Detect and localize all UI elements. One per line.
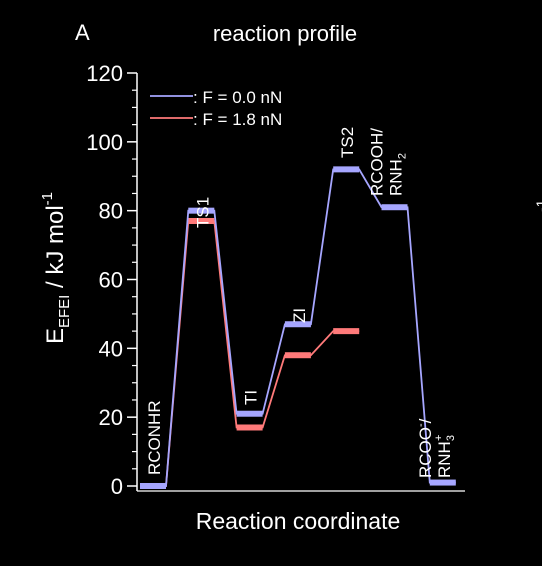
state-label: TI [242,390,261,405]
level-bar [284,352,311,359]
y-tick-label: 40 [99,336,123,361]
series-f-0-0 [140,166,456,489]
level-bar [188,207,215,214]
series-f-1-8 [140,217,360,489]
stray-mark: -1 [533,199,542,212]
level-bar [236,410,263,417]
y-axis-label: EEFEI / kJ mol-1 [39,192,73,344]
series-line [140,168,456,487]
x-axis-label: Reaction coordinate [196,508,401,534]
state-label: ZI [290,308,309,323]
level-bar [140,483,166,489]
level-bar [188,217,215,224]
y-tick-label: 20 [99,405,123,430]
level-bar [236,424,263,431]
y-label-unit: / kJ mol [42,205,69,294]
state-label-line1: RCOO-/ [415,418,435,478]
y-label-sub: EFEI [56,295,73,328]
level-bar [284,321,311,328]
level-bar [381,204,408,211]
level-bar [333,328,360,335]
state-label-line1: RCOOH/ [368,128,387,196]
level-bar [333,166,360,173]
state-label: RCONHR [145,400,164,475]
chart-title: reaction profile [213,21,357,46]
state-label-line2: RNH3+ [433,435,457,478]
y-label-main: E [42,328,69,344]
y-tick-label: 0 [111,474,123,499]
state-label: TS1 [193,197,212,228]
y-tick-label: 80 [99,199,123,224]
y-tick-label: 120 [86,61,123,86]
state-labels: RCONHR TS1 TI ZI TS2 RCOOH/RNH2 RCOO-/RNH3+ [145,127,457,478]
y-tick-label: 100 [86,130,123,155]
panel-letter: A [75,20,90,45]
state-label: TS2 [338,127,357,158]
plot-series [140,166,456,489]
legend-label: : F = 1.8 nN [193,110,282,129]
series-line [140,220,360,487]
y-label-sup: -1 [39,192,56,205]
legend: : F = 0.0 nN : F = 1.8 nN [150,88,282,129]
legend-label: : F = 0.0 nN [193,88,282,107]
y-tick-label: 60 [99,268,123,293]
level-bar [429,479,456,486]
state-label-line2: RNH2 [387,153,409,196]
y-axis: 0 20 40 60 80 100 120 [86,61,465,499]
